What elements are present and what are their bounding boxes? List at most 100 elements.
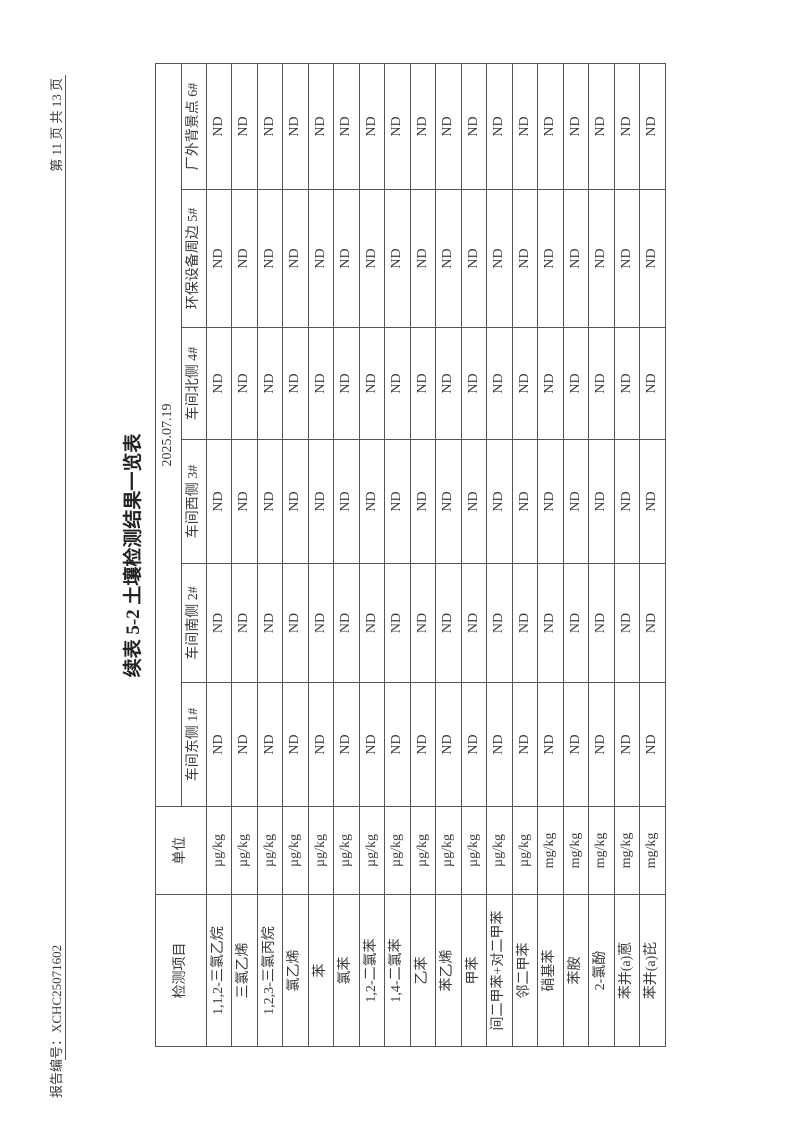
value-cell: ND [384, 439, 410, 564]
value-cell: ND [512, 63, 538, 190]
item-cell: 乙苯 [410, 894, 436, 1047]
value-cell: ND [614, 63, 640, 190]
value-cell: ND [231, 439, 257, 564]
value-cell: ND [282, 327, 308, 440]
value-cell: ND [333, 563, 359, 683]
value-cell: ND [435, 327, 461, 440]
value-cell: ND [359, 189, 385, 328]
value-cell: ND [384, 682, 410, 807]
unit-cell: mg/kg [537, 806, 563, 895]
value-cell: ND [206, 439, 232, 564]
item-cell: 2-氯酚 [588, 894, 614, 1047]
value-cell: ND [231, 327, 257, 440]
value-cell: ND [435, 563, 461, 683]
value-cell: ND [486, 189, 512, 328]
page-number: 第 11 页 共 13 页 [49, 78, 64, 172]
value-cell: ND [333, 327, 359, 440]
table-row: 1,1,2-三氯乙烷 µg/kg ND ND ND ND ND ND [206, 63, 232, 1047]
value-cell: ND [563, 189, 589, 328]
table-row: 1,2-二氯苯 µg/kg ND ND ND ND ND ND [359, 63, 385, 1047]
value-cell: ND [257, 563, 283, 683]
report-number: 报告编号：XCHC25071602 [49, 944, 64, 1098]
value-cell: ND [563, 327, 589, 440]
value-cell: ND [435, 63, 461, 190]
table-row: 苯胺 mg/kg ND ND ND ND ND ND [563, 63, 589, 1047]
item-cell: 甲苯 [461, 894, 487, 1047]
table-row: 苯乙烯 µg/kg ND ND ND ND ND ND [435, 63, 461, 1047]
value-cell: ND [486, 63, 512, 190]
item-cell: 1,4-二氯苯 [384, 894, 410, 1047]
header-unit: 单位 [155, 806, 206, 895]
table-row: 乙苯 µg/kg ND ND ND ND ND ND [410, 63, 436, 1047]
value-cell: ND [384, 189, 410, 328]
value-cell: ND [537, 682, 563, 807]
value-cell: ND [639, 682, 665, 807]
item-cell: 苯胺 [563, 894, 589, 1047]
value-cell: ND [359, 682, 385, 807]
header-point: 环保设备周边 5# [181, 189, 206, 328]
item-cell: 苯乙烯 [435, 894, 461, 1047]
value-cell: ND [282, 189, 308, 328]
value-cell: ND [308, 563, 334, 683]
value-cell: ND [486, 563, 512, 683]
results-table: 检测项目 单位 2025.07.19 车间东侧 1# 车间南侧 2# 车间西侧 3#… [155, 63, 666, 1047]
header-divider [65, 75, 66, 1060]
value-cell: ND [410, 189, 436, 328]
value-cell: ND [588, 682, 614, 807]
header-point: 车间东侧 1# [181, 682, 206, 807]
header-date: 2025.07.19 [155, 63, 181, 807]
table-row: 邻二甲苯 µg/kg ND ND ND ND ND ND [512, 63, 538, 1047]
value-cell: ND [257, 682, 283, 807]
item-cell: 氯乙烯 [282, 894, 308, 1047]
value-cell: ND [461, 63, 487, 190]
table-row: 苯并(a)芘 mg/kg ND ND ND ND ND ND [639, 63, 665, 1047]
value-cell: ND [206, 189, 232, 328]
value-cell: ND [588, 189, 614, 328]
item-cell: 1,1,2-三氯乙烷 [206, 894, 232, 1047]
value-cell: ND [486, 439, 512, 564]
header-point: 厂外背景点 6# [181, 63, 206, 190]
table-row: 氯苯 µg/kg ND ND ND ND ND ND [333, 63, 359, 1047]
value-cell: ND [282, 63, 308, 190]
value-cell: ND [614, 563, 640, 683]
value-cell: ND [282, 563, 308, 683]
value-cell: ND [512, 439, 538, 564]
value-cell: ND [308, 189, 334, 328]
item-cell: 1,2-二氯苯 [359, 894, 385, 1047]
value-cell: ND [308, 327, 334, 440]
value-cell: ND [206, 63, 232, 190]
item-cell: 邻二甲苯 [512, 894, 538, 1047]
value-cell: ND [359, 439, 385, 564]
value-cell: ND [512, 563, 538, 683]
unit-cell: µg/kg [410, 806, 436, 895]
value-cell: ND [384, 327, 410, 440]
unit-cell: µg/kg [435, 806, 461, 895]
value-cell: ND [257, 327, 283, 440]
value-cell: ND [537, 327, 563, 440]
item-cell: 间二甲苯+对二甲苯 [486, 894, 512, 1047]
table-title: 续表 5-2 土壤检测结果一览表 [123, 433, 144, 678]
table-row: 苯并(a)蒽 mg/kg ND ND ND ND ND ND [614, 63, 640, 1047]
item-cell: 三氯乙烯 [231, 894, 257, 1047]
value-cell: ND [282, 439, 308, 564]
value-cell: ND [512, 327, 538, 440]
value-cell: ND [410, 327, 436, 440]
table-row: 间二甲苯+对二甲苯 µg/kg ND ND ND ND ND ND [486, 63, 512, 1047]
value-cell: ND [614, 439, 640, 564]
value-cell: ND [333, 439, 359, 564]
table-row: 甲苯 µg/kg ND ND ND ND ND ND [461, 63, 487, 1047]
value-cell: ND [231, 682, 257, 807]
unit-cell: mg/kg [563, 806, 589, 895]
value-cell: ND [486, 682, 512, 807]
value-cell: ND [308, 682, 334, 807]
unit-cell: µg/kg [231, 806, 257, 895]
value-cell: ND [333, 682, 359, 807]
value-cell: ND [588, 63, 614, 190]
value-cell: ND [257, 189, 283, 328]
unit-cell: mg/kg [639, 806, 665, 895]
unit-cell: µg/kg [461, 806, 487, 895]
value-cell: ND [410, 563, 436, 683]
value-cell: ND [206, 563, 232, 683]
unit-cell: µg/kg [257, 806, 283, 895]
